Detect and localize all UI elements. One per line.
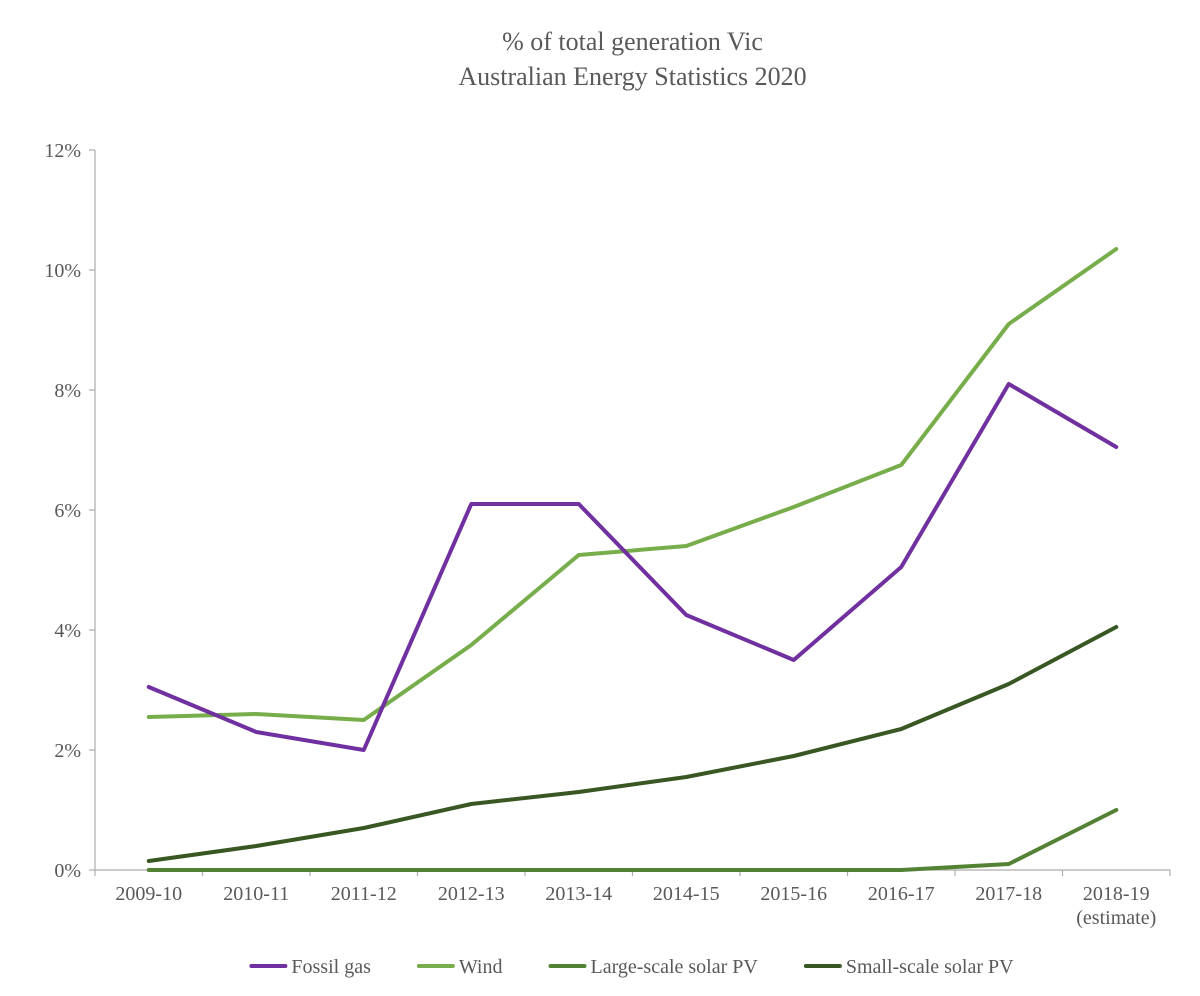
x-tick-label: 2009-10 [115, 883, 182, 905]
y-tick-label: 12% [44, 140, 81, 162]
x-tick-label: 2010-11 [223, 883, 289, 905]
chart-title-line1: % of total generation Vic [502, 27, 763, 56]
x-tick-label: 2011-12 [331, 883, 397, 905]
legend-label: Wind [459, 956, 503, 978]
x-tick-sublabel: (estimate) [1076, 907, 1156, 929]
x-tick-label: 2016-17 [868, 883, 935, 905]
y-tick-label: 8% [54, 380, 81, 402]
x-tick-label: 2013-14 [545, 883, 612, 905]
x-tick-label: 2012-13 [438, 883, 505, 905]
legend-label: Small-scale solar PV [846, 956, 1014, 978]
x-tick-label: 2017-18 [975, 883, 1042, 905]
x-tick-label: 2015-16 [760, 883, 827, 905]
chart-title-line2: Australian Energy Statistics 2020 [458, 62, 806, 91]
y-tick-label: 0% [54, 860, 81, 882]
y-tick-label: 2% [54, 740, 81, 762]
legend-label: Large-scale solar PV [591, 956, 759, 978]
y-tick-label: 4% [54, 620, 81, 642]
line-chart: % of total generation Vic Australian Ener… [0, 0, 1200, 996]
y-tick-label: 6% [54, 500, 81, 522]
x-tick-label: 2014-15 [653, 883, 720, 905]
y-tick-label: 10% [44, 260, 81, 282]
x-tick-label: 2018-19 [1083, 883, 1150, 905]
legend: Fossil gas Wind Large-scale solar PV Small-… [251, 956, 1014, 978]
chart-svg: % of total generation Vic Australian Ener… [0, 0, 1200, 996]
legend-label: Fossil gas [291, 956, 371, 978]
